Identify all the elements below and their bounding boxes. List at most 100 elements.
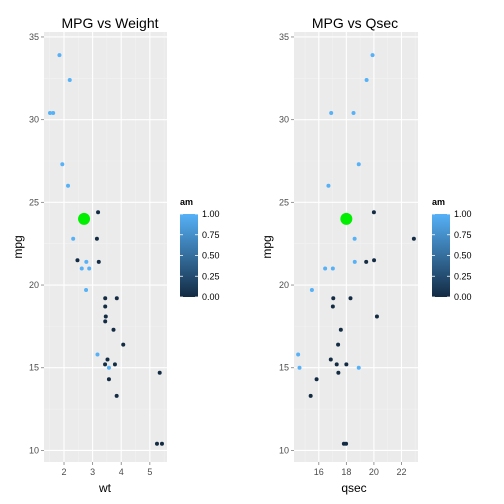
data-point [84, 260, 88, 264]
data-point [309, 394, 313, 398]
data-point [71, 237, 75, 241]
data-point [331, 267, 335, 271]
data-point [103, 296, 107, 300]
x-tick-label: 5 [147, 467, 152, 477]
data-point [323, 267, 327, 271]
data-point [96, 210, 100, 214]
data-point [103, 305, 107, 309]
legend-tick-label: 1.00 [454, 209, 472, 219]
data-point [372, 258, 376, 262]
color-legend: am 1.00 0.75 0.50 0.25 0.00 [432, 197, 472, 302]
data-point [336, 371, 340, 375]
data-point [357, 162, 361, 166]
y-tick-label: 30 [279, 115, 289, 125]
data-point [339, 328, 343, 332]
legend-tick-label: 0.75 [202, 230, 220, 240]
data-point [115, 394, 119, 398]
data-point [66, 184, 70, 188]
data-point [158, 371, 162, 375]
y-tick-label: 10 [279, 445, 289, 455]
y-tick-label: 25 [279, 197, 289, 207]
x-tick-label: 16 [314, 467, 324, 477]
data-point [60, 162, 64, 166]
panel-mpg-vs-qsec: MPG vs Qsec 16 18 20 22 10 15 20 25 30 35 qsec m… [260, 15, 418, 495]
data-point [329, 357, 333, 361]
y-tick-label: 15 [29, 363, 39, 373]
y-tick-label: 20 [279, 280, 289, 290]
chart-title: MPG vs Qsec [312, 15, 398, 31]
data-point [364, 260, 368, 264]
data-point [75, 258, 79, 262]
highlight-point [78, 213, 90, 225]
data-point [296, 353, 300, 357]
data-point [155, 442, 159, 446]
data-point [353, 260, 357, 264]
data-point [97, 260, 101, 264]
data-point [87, 267, 91, 271]
data-point [95, 353, 99, 357]
highlight-layer [78, 213, 90, 225]
data-point [103, 362, 107, 366]
y-axis-title: mpg [260, 235, 274, 258]
legend-title: am [432, 197, 445, 207]
legend-tick-label: 0.00 [454, 292, 472, 302]
x-axis-title: qsec [341, 481, 366, 495]
legend-tick-label: 0.50 [454, 251, 472, 261]
y-tick-label: 35 [29, 32, 39, 42]
data-point [344, 442, 348, 446]
data-point [371, 53, 375, 57]
plot-background [294, 32, 418, 462]
data-point [104, 314, 108, 318]
data-point [115, 296, 119, 300]
data-point [365, 78, 369, 82]
data-point [310, 288, 314, 292]
highlight-layer [340, 213, 352, 225]
legend-tick-label: 0.00 [202, 292, 220, 302]
legend-tick-label: 0.75 [454, 230, 472, 240]
x-tick-label: 4 [119, 467, 124, 477]
y-tick-label: 25 [29, 197, 39, 207]
x-tick-label: 22 [396, 467, 406, 477]
data-point [113, 362, 117, 366]
data-point [375, 314, 379, 318]
y-axis-title: mpg [11, 235, 25, 258]
data-point [80, 267, 84, 271]
x-axis-ticks: 2 3 4 5 [62, 462, 153, 477]
legend-tick-label: 0.50 [202, 251, 220, 261]
y-tick-label: 20 [29, 280, 39, 290]
y-axis-ticks: 10 15 20 25 30 35 [279, 32, 294, 455]
y-axis-ticks: 10 15 20 25 30 35 [29, 32, 44, 455]
data-point [107, 377, 111, 381]
data-point [112, 328, 116, 332]
x-tick-label: 3 [90, 467, 95, 477]
data-point [68, 78, 72, 82]
y-tick-label: 10 [29, 445, 39, 455]
x-tick-label: 2 [62, 467, 67, 477]
data-point [57, 53, 61, 57]
data-point [95, 237, 99, 241]
data-point [344, 362, 348, 366]
data-point [329, 111, 333, 115]
y-tick-label: 30 [29, 115, 39, 125]
data-point [84, 288, 88, 292]
highlight-point [340, 213, 352, 225]
x-axis-ticks: 16 18 20 22 [314, 462, 407, 477]
data-point [298, 366, 302, 370]
data-point [315, 377, 319, 381]
data-point [412, 237, 416, 241]
data-point [331, 305, 335, 309]
legend-tick-label: 0.25 [202, 271, 220, 281]
chart-title: MPG vs Weight [62, 15, 159, 31]
data-point [357, 366, 361, 370]
data-point [335, 362, 339, 366]
data-point [353, 237, 357, 241]
y-tick-label: 35 [279, 32, 289, 42]
legend-tick-label: 1.00 [202, 209, 220, 219]
data-point [372, 210, 376, 214]
data-point [121, 343, 125, 347]
color-legend: am 1.00 0.75 0.50 0.25 0.00 [180, 197, 220, 302]
panel-mpg-vs-weight: MPG vs Weight 2 3 4 5 10 15 20 25 30 35 wt mpg [11, 15, 167, 495]
legend-tick-label: 0.25 [454, 271, 472, 281]
data-point [51, 111, 55, 115]
